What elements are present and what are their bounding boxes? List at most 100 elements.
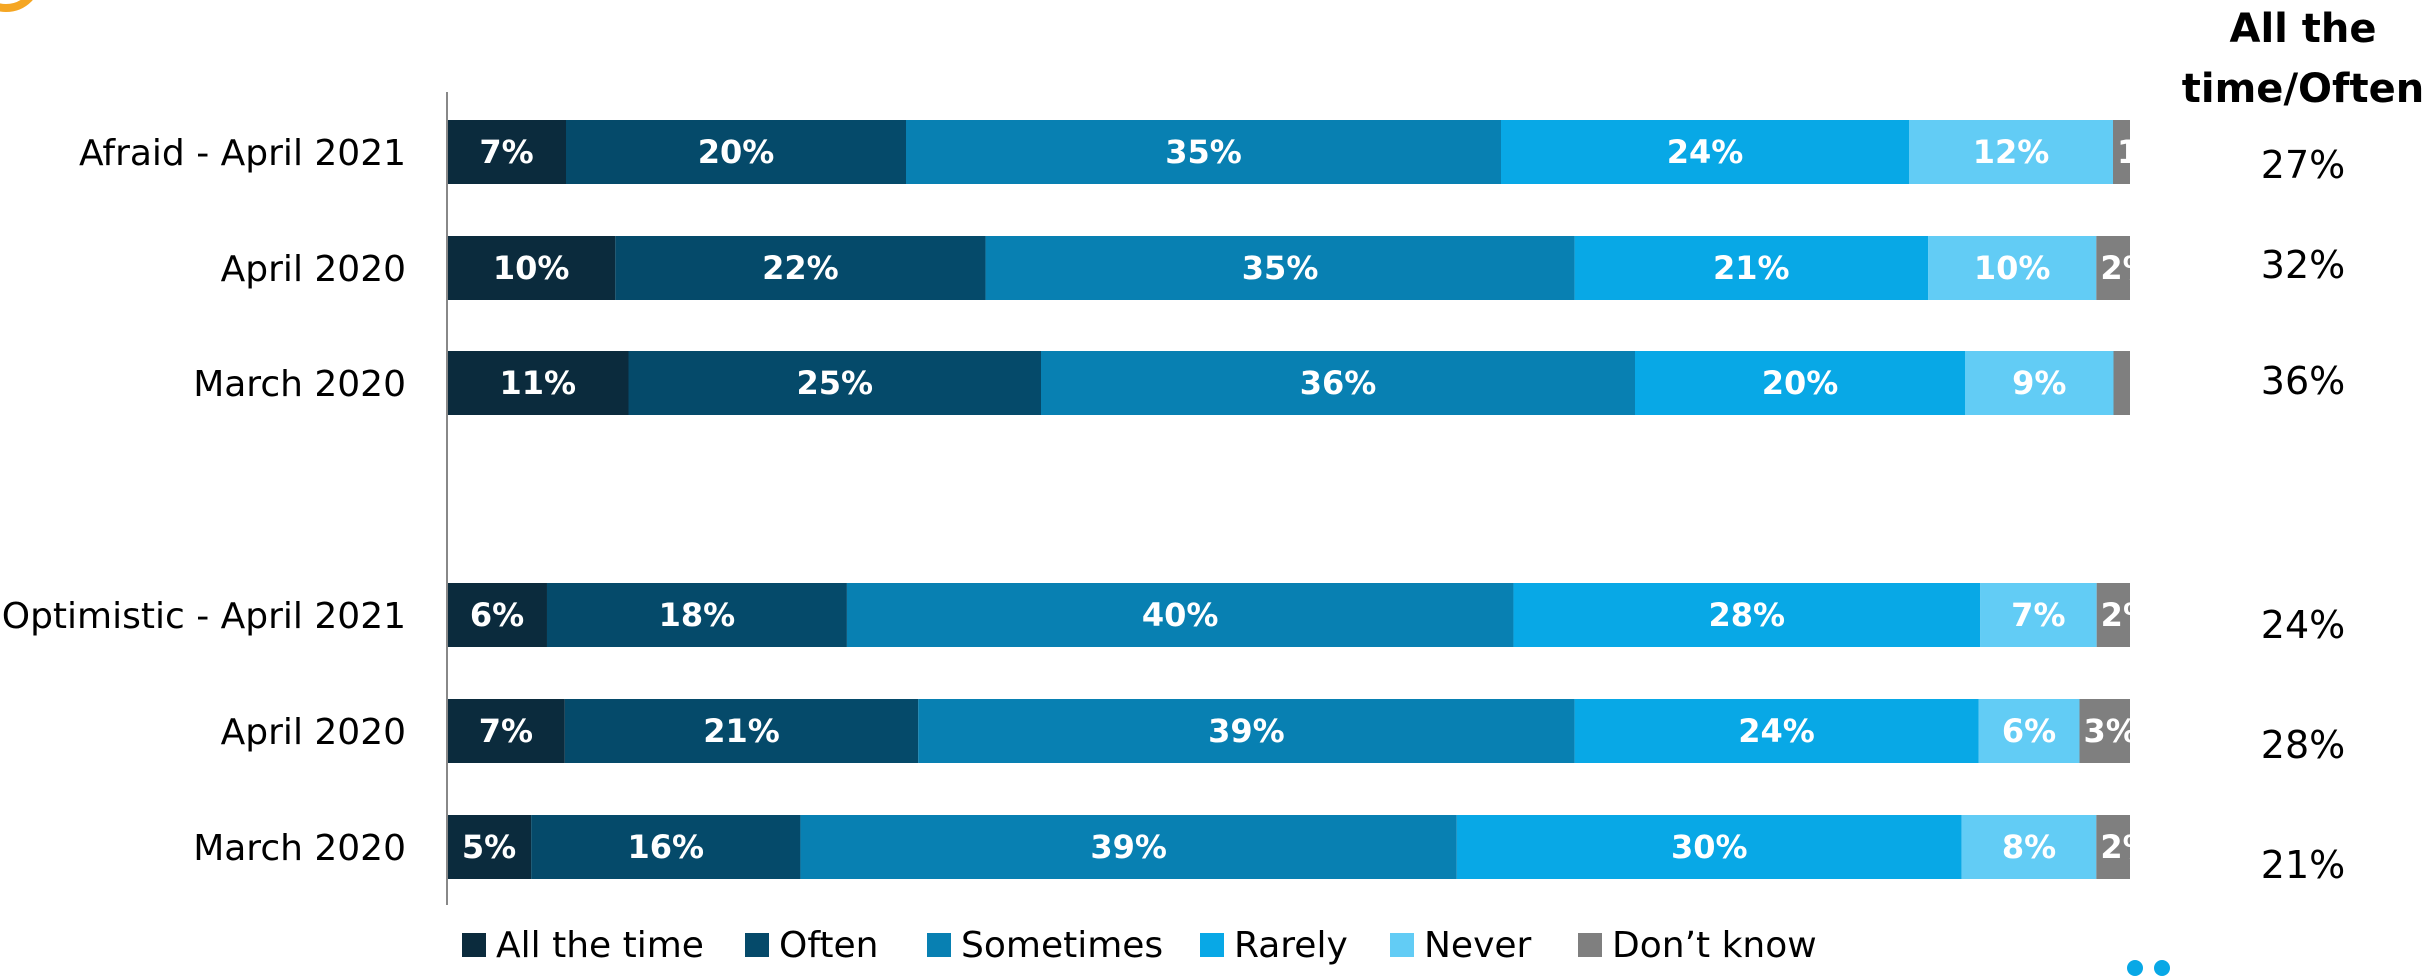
category-label: March 2020 (193, 364, 406, 405)
data-label: 21% (1713, 249, 1790, 287)
bar-row: 11% 25% 36% 20% 9% (447, 351, 2130, 415)
legend-item: All the time (462, 925, 704, 966)
data-label: 35% (1165, 133, 1242, 171)
bar-segment (1456, 815, 1962, 879)
data-label: 11% (499, 364, 576, 402)
bar-segment (985, 236, 1575, 300)
legend-item: Rarely (1200, 925, 1348, 966)
bar-row: 6% 18% 40% 28% 7% 2% (447, 583, 2155, 647)
data-label: 35% (1242, 249, 1319, 287)
data-label: 39% (1208, 712, 1285, 750)
bar-segment (447, 583, 547, 647)
bar-segment (566, 120, 906, 184)
data-label: 9% (2012, 364, 2066, 402)
data-label: 1% (2117, 133, 2171, 171)
decor-dot-shape (2154, 960, 2170, 976)
legend-label: All the time (496, 925, 704, 966)
bar-segment (2096, 815, 2130, 879)
data-label: 24% (1738, 712, 1815, 750)
data-label: 6% (470, 596, 524, 634)
bar-segment (447, 120, 566, 184)
data-label: 20% (698, 133, 775, 171)
bar-segment (1574, 236, 1929, 300)
legend-item: Never (1390, 925, 1532, 966)
bar-segment (1928, 236, 2097, 300)
side-column-value: 27% (2261, 143, 2345, 187)
legend-item: Often (745, 925, 878, 966)
data-label: 2% (2100, 828, 2154, 866)
bar-segment (1965, 351, 2114, 415)
legend-swatch (927, 933, 951, 957)
side-column-header: All the (2229, 6, 2376, 52)
legend: All the time Often Sometimes Rarely Never Don… (462, 925, 1817, 966)
side-column-value: 36% (2261, 359, 2345, 403)
data-label: 10% (1974, 249, 2051, 287)
decoration-layer (0, 0, 2170, 976)
data-label: 28% (1708, 596, 1785, 634)
bar-segment (1513, 583, 1981, 647)
legend-swatch (1390, 933, 1414, 957)
side-column-value: 24% (2261, 603, 2345, 647)
data-label: 36% (1300, 364, 1377, 402)
bar-segment (906, 120, 1501, 184)
side-column-value: 28% (2261, 723, 2345, 767)
legend-swatch (745, 933, 769, 957)
bar-segment (531, 815, 801, 879)
bar-segment (846, 583, 1514, 647)
legend-label: Rarely (1234, 925, 1348, 966)
data-label: 30% (1671, 828, 1748, 866)
category-label: March 2020 (193, 828, 406, 869)
bar-segment (2096, 236, 2130, 300)
data-label: 3% (2084, 712, 2138, 750)
bar-segment (1041, 351, 1635, 415)
data-label: 16% (627, 828, 704, 866)
data-label: 25% (796, 364, 873, 402)
bar-segment (615, 236, 986, 300)
category-label: April 2020 (221, 249, 406, 290)
bar-segment (2096, 583, 2130, 647)
legend-label: Often (779, 925, 878, 966)
data-label: 22% (762, 249, 839, 287)
bar-segment (546, 583, 847, 647)
data-label: 7% (479, 712, 533, 750)
bar-segment (918, 699, 1575, 763)
data-label: 2% (2100, 249, 2154, 287)
legend-label: Never (1424, 925, 1532, 966)
bar-segment (1501, 120, 1909, 184)
data-label: 18% (659, 596, 736, 634)
legend-item: Sometimes (927, 925, 1163, 966)
data-label: 6% (2002, 712, 2056, 750)
data-label: 5% (462, 828, 516, 866)
category-label: Optimistic - April 2021 (2, 596, 406, 637)
bar-segment (2079, 699, 2130, 763)
legend-swatch (462, 933, 486, 957)
data-label: 24% (1667, 133, 1744, 171)
bar-row: 7% 21% 39% 24% 6% 3% (447, 699, 2138, 763)
legend-label: Sometimes (961, 925, 1163, 966)
side-column-value: 32% (2261, 243, 2345, 287)
data-label: 20% (1762, 364, 1839, 402)
bar-segment (1909, 120, 2113, 184)
data-label: 7% (2011, 596, 2065, 634)
bar-segment (447, 699, 565, 763)
decor-circle-shape (0, 0, 33, 12)
bar-segment (628, 351, 1041, 415)
data-label: 40% (1142, 596, 1219, 634)
side-column: All the time/Often 27% 32% 36% 24% 28% 21% (2182, 6, 2424, 887)
legend-label: Don’t know (1612, 925, 1817, 966)
data-label: 12% (1973, 133, 2050, 171)
bar-segment (447, 351, 629, 415)
category-label: Afraid - April 2021 (79, 133, 406, 174)
data-label: 8% (2002, 828, 2056, 866)
bar-segment (564, 699, 919, 763)
data-label: 2% (2101, 596, 2155, 634)
bar-segment (447, 815, 532, 879)
bar-segment (1978, 699, 2080, 763)
category-label: April 2020 (221, 712, 406, 753)
data-label: 7% (479, 133, 533, 171)
data-label: 39% (1090, 828, 1167, 866)
bar-segment (1961, 815, 2097, 879)
bar-segment (1635, 351, 1965, 415)
bar-row: 10% 22% 35% 21% 10% 2% (447, 236, 2154, 300)
